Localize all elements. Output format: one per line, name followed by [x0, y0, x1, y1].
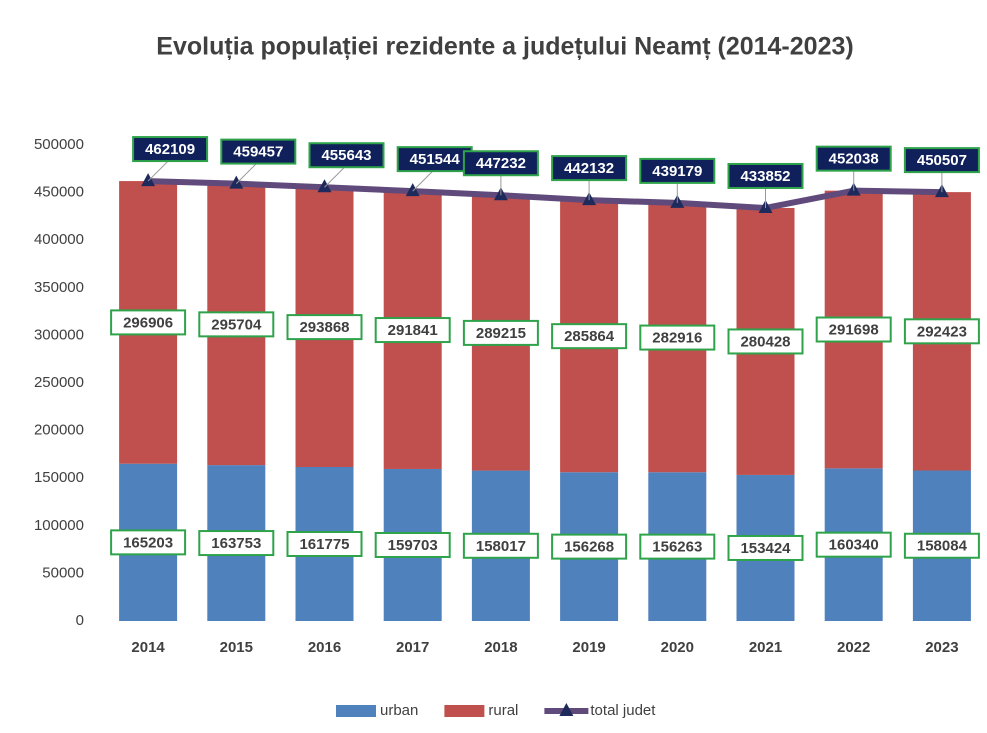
- line-value-label: 450507: [917, 152, 967, 169]
- x-tick-label: 2021: [749, 639, 782, 656]
- line-value-label-box: [220, 138, 297, 165]
- x-tick-label: 2020: [661, 639, 694, 656]
- bar-value-label-box: [551, 323, 628, 350]
- y-tick-label: 100000: [34, 517, 84, 534]
- bar-value-label: 165203: [123, 534, 173, 551]
- bar-value-label: 291698: [829, 321, 879, 338]
- bar-value-label: 282916: [652, 330, 702, 347]
- bar-value-label-box: [815, 531, 892, 558]
- leader-line: [324, 166, 345, 188]
- y-tick-label: 300000: [34, 326, 84, 343]
- bar-value-label-box: [462, 532, 539, 559]
- bar-value-label-box: [727, 328, 804, 355]
- bar-value-label: 292423: [917, 323, 967, 340]
- line-value-label-box: [132, 136, 209, 163]
- line-value-label: 462109: [145, 141, 195, 158]
- bar-value-label: 153424: [740, 540, 791, 557]
- bar-value-label: 156268: [564, 539, 614, 556]
- bar-value-label-box: [286, 530, 363, 557]
- bar-value-label: 159703: [388, 537, 438, 554]
- line-value-label-box: [815, 145, 892, 172]
- line-value-label: 452038: [829, 151, 879, 168]
- y-tick-label: 50000: [42, 564, 84, 581]
- y-tick-label: 250000: [34, 374, 84, 391]
- x-tick-label: 2017: [396, 639, 429, 656]
- x-tick-label: 2023: [925, 639, 958, 656]
- bar-value-label: 296906: [123, 314, 173, 331]
- bar-value-label: 280428: [740, 333, 790, 350]
- line-value-label-box: [727, 162, 804, 189]
- x-tick-label: 2015: [220, 639, 253, 656]
- bar-value-label-box: [198, 311, 275, 338]
- bar-value-label: 160340: [829, 537, 879, 554]
- x-tick-label: 2019: [572, 639, 605, 656]
- line-value-label: 447232: [476, 155, 526, 172]
- x-tick-label: 2022: [837, 639, 870, 656]
- bar-value-label-box: [110, 309, 187, 336]
- line-marker: [405, 183, 420, 197]
- legend-label: rural: [488, 702, 518, 719]
- line-marker: [141, 173, 156, 187]
- bar-value-label: 289215: [476, 325, 526, 342]
- bar-value-label: 163753: [211, 535, 261, 552]
- leader-line: [412, 170, 434, 192]
- line-value-label-box: [551, 155, 628, 182]
- bar-value-label-box: [815, 316, 892, 343]
- y-tick-label: 450000: [34, 184, 84, 201]
- bar-value-label-box: [286, 314, 363, 341]
- bar-value-label-box: [639, 533, 716, 560]
- bar-value-label-box: [198, 530, 275, 557]
- leader-line: [235, 163, 257, 184]
- line-value-label-box: [903, 147, 980, 174]
- legend-swatch: [336, 705, 376, 717]
- line: [148, 178, 942, 211]
- bar-value-label-box: [462, 319, 539, 346]
- y-tick-label: 150000: [34, 469, 84, 486]
- line-value-label-box: [639, 157, 716, 184]
- x-tick-label: 2018: [484, 639, 517, 656]
- bar-value-label-box: [639, 324, 716, 351]
- x-tick-label: 2014: [131, 639, 165, 656]
- chart-title: Evoluția populației rezidente a județulu…: [156, 33, 853, 61]
- bar-value-label-box: [727, 534, 804, 561]
- legend-swatch: [444, 705, 485, 717]
- line-marker: [317, 179, 332, 193]
- bar-value-label: 161775: [299, 536, 349, 553]
- y-tick-label: 400000: [34, 231, 84, 248]
- line-value-label-box: [462, 150, 539, 177]
- bar-value-label: 295704: [211, 316, 262, 333]
- bar-value-label: 158017: [476, 538, 526, 555]
- bar-value-label-box: [374, 317, 451, 344]
- x-tick-label: 2016: [308, 639, 341, 656]
- bar-value-label: 293868: [299, 319, 349, 336]
- bar-value-label-box: [551, 533, 628, 560]
- line-value-label: 433852: [740, 168, 790, 185]
- line-value-label-box: [308, 142, 385, 169]
- line-value-label: 439179: [652, 163, 702, 180]
- bar-value-label: 291841: [388, 322, 438, 339]
- y-tick-label: 350000: [34, 279, 84, 296]
- bar-value-label-box: [903, 532, 980, 559]
- bar-value-label-box: [110, 529, 187, 556]
- line-value-label-box: [396, 146, 473, 173]
- y-tick-label: 500000: [34, 136, 84, 153]
- line-value-label: 442132: [564, 160, 614, 177]
- line-value-label: 451544: [410, 151, 461, 168]
- line-marker: [229, 175, 244, 189]
- y-tick-label: 0: [76, 612, 84, 629]
- bar-value-label-box: [903, 318, 980, 345]
- legend-marker: [559, 703, 574, 716]
- legend-label: urban: [380, 702, 418, 719]
- bar-value-label: 156263: [652, 539, 702, 556]
- line-value-label: 455643: [321, 147, 371, 164]
- bar-value-label: 285864: [564, 328, 615, 345]
- bar-value-label-box: [374, 531, 451, 558]
- legend-label: total judet: [590, 702, 656, 719]
- bar-value-label: 158084: [917, 538, 968, 555]
- leader-line: [147, 160, 169, 182]
- line-value-label: 459457: [233, 144, 283, 161]
- y-tick-label: 200000: [34, 422, 84, 439]
